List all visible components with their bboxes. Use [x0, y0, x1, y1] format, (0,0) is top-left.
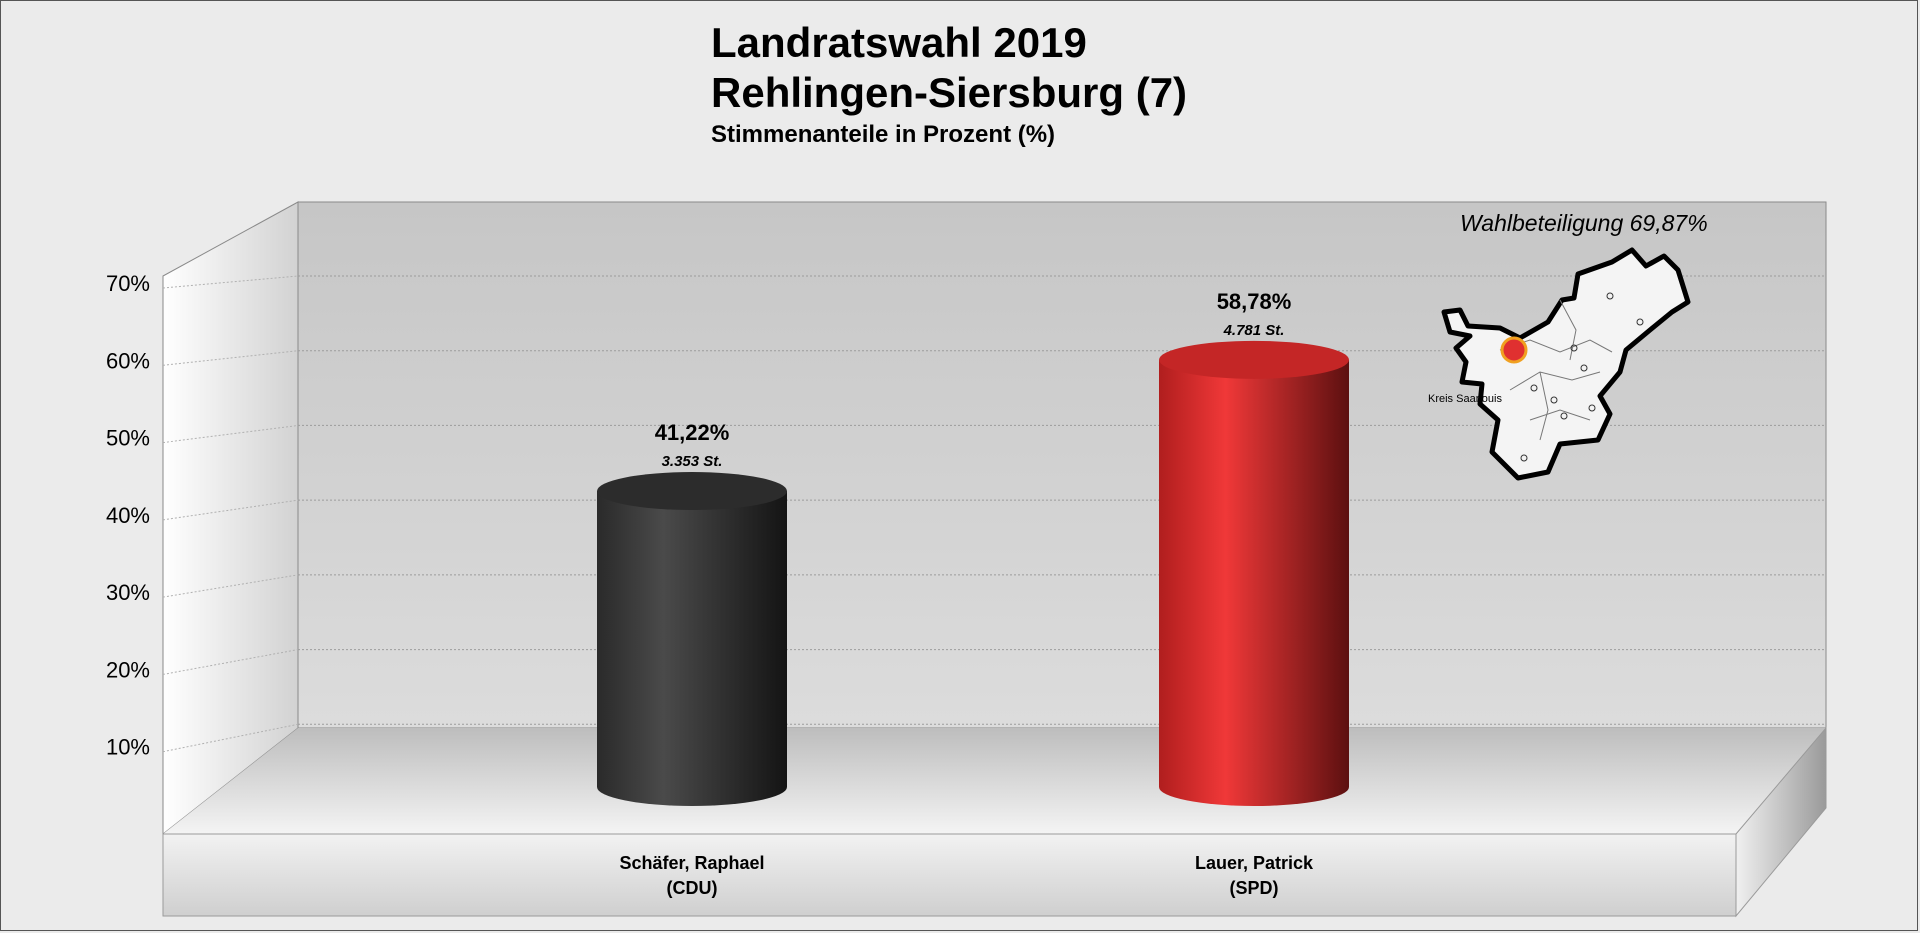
- map-town-marker: [1588, 404, 1596, 412]
- chart-title-line2: Rehlingen-Siersburg (7): [711, 69, 1188, 116]
- map-town-marker: [1530, 384, 1538, 392]
- map-inner-borders: [1499, 299, 1613, 441]
- grid-line-side: [162, 499, 299, 521]
- votes-label: 4.781 St.: [1223, 322, 1285, 339]
- back-wall: [297, 201, 1827, 729]
- grid-line-side: [162, 275, 299, 289]
- map-outline: [1441, 247, 1691, 481]
- y-tick-label: 60%: [106, 348, 150, 373]
- y-axis-tick-labels: 10% 20% 30% 40% 50% 60% 70%: [106, 271, 150, 760]
- floor-top: [163, 728, 1826, 834]
- bar-body: [597, 491, 787, 806]
- grid-line-side: [162, 350, 299, 366]
- district-map: Kreis Saarlouis: [1428, 247, 1691, 481]
- map-town-marker: [1606, 292, 1614, 300]
- map-highlight-marker: [1500, 336, 1528, 364]
- side-wall: [162, 201, 299, 836]
- map-label: Kreis Saarlouis: [1428, 393, 1502, 405]
- category-labels: Schäfer, Raphael (CDU) Lauer, Patrick (SPD): [619, 853, 1314, 898]
- bar-body: [1159, 359, 1349, 806]
- y-tick-label: 40%: [106, 503, 150, 528]
- value-label: 41,22%: [655, 420, 730, 445]
- title-block: Landratswahl 2019 Rehlingen-Siersburg (7…: [711, 18, 1187, 152]
- y-tick-label: 50%: [106, 426, 150, 451]
- grid-line-side: [162, 649, 299, 675]
- votes-label: 3.353 St.: [662, 453, 723, 470]
- grid-line-side: [162, 574, 299, 598]
- category-label-party: (SPD): [1230, 878, 1279, 898]
- map-town-marker: [1550, 396, 1558, 404]
- floor-front: [162, 833, 1737, 917]
- category-label-party: (CDU): [667, 878, 718, 898]
- y-tick-label: 20%: [106, 657, 150, 682]
- map-town-marker: [1636, 318, 1644, 326]
- grid-line-side: [162, 424, 299, 444]
- y-tick-label: 10%: [106, 735, 150, 760]
- chart-title-line1: Landratswahl 2019: [711, 19, 1087, 66]
- y-tick-label: 70%: [106, 271, 150, 296]
- map-town-marker: [1520, 454, 1528, 462]
- turnout-annotation: Wahlbeteiligung 69,87%: [1460, 210, 1708, 236]
- chart-subtitle: Stimmenanteile in Prozent (%): [711, 121, 1056, 148]
- floor-side: [1735, 726, 1827, 918]
- bars: [597, 340, 1349, 806]
- category-label-name: Schäfer, Raphael: [619, 853, 764, 873]
- y-tick-label: 30%: [106, 580, 150, 605]
- bar-2: [1159, 340, 1349, 806]
- category-label-name: Lauer, Patrick: [1195, 853, 1314, 873]
- data-labels: 41,22% 3.353 St. 58,78% 4.781 St.: [655, 289, 1292, 470]
- value-label: 58,78%: [1217, 289, 1292, 314]
- bar-1: [597, 472, 787, 806]
- grid-line-side: [162, 723, 299, 753]
- bar-top: [597, 472, 787, 511]
- map-town-marker: [1580, 364, 1588, 372]
- bar-top: [1159, 340, 1349, 379]
- map-town-marker: [1570, 344, 1578, 352]
- map-town-marker: [1560, 412, 1568, 420]
